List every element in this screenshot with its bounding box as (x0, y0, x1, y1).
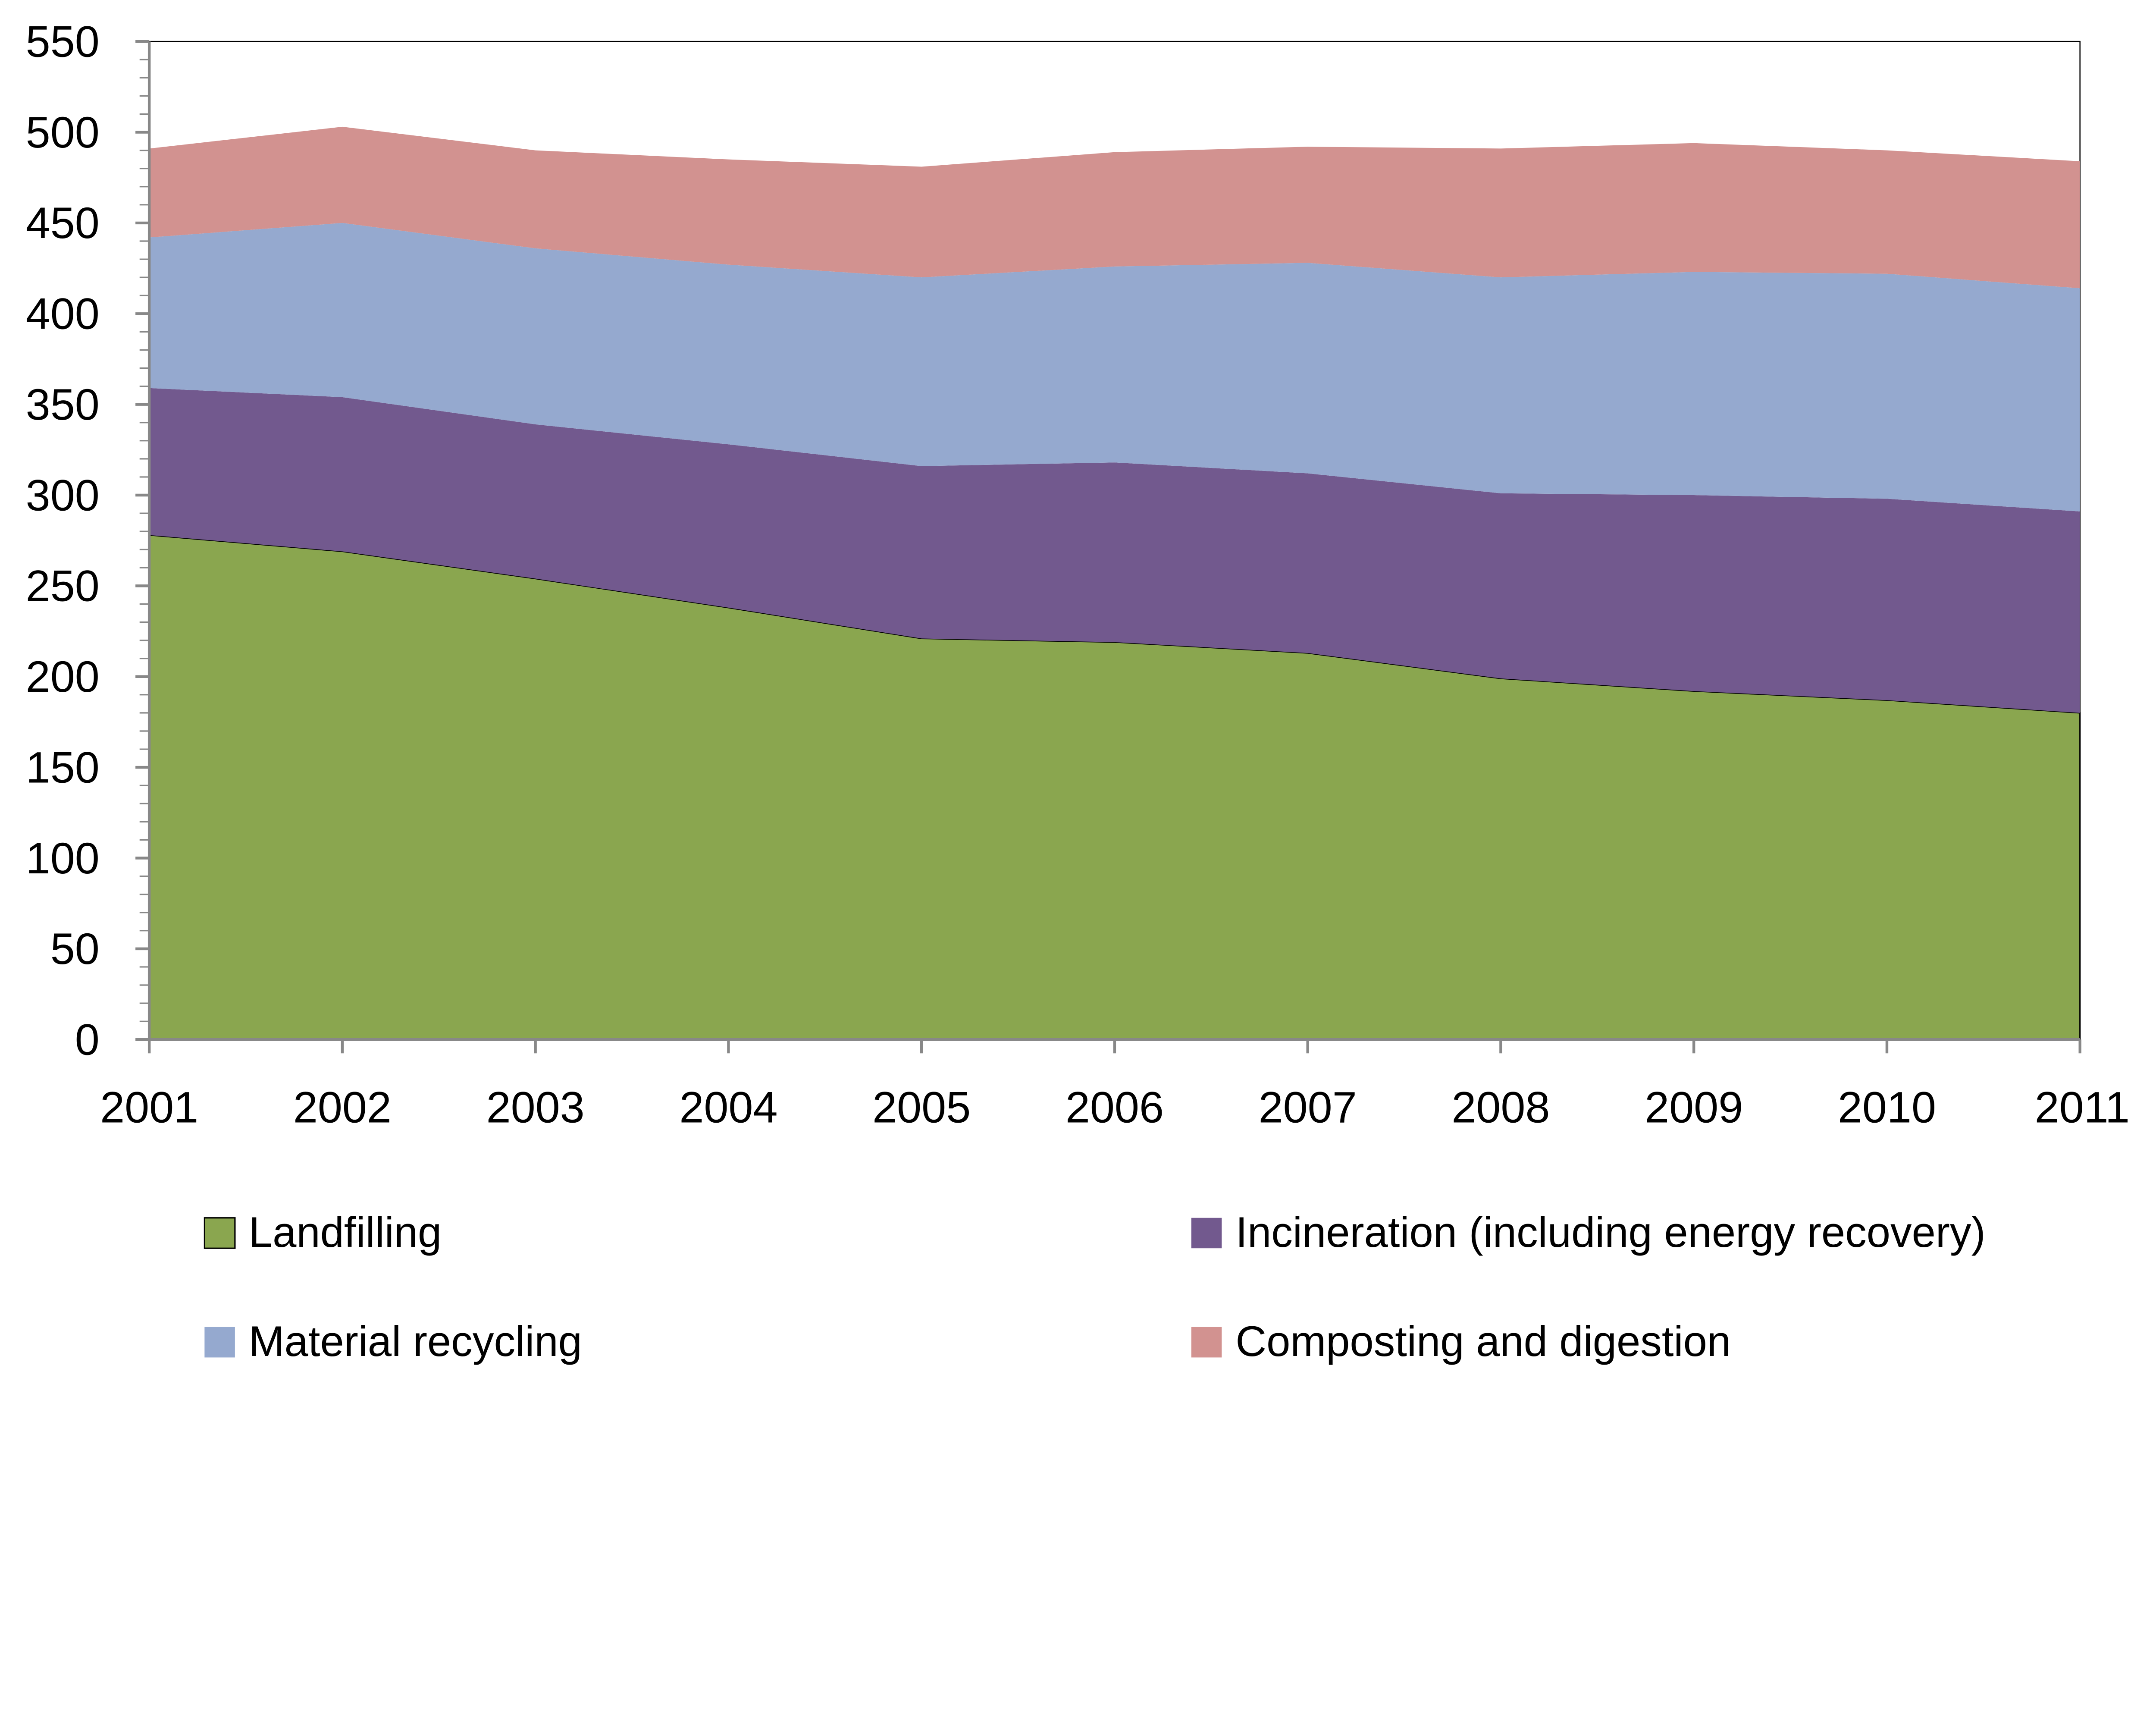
x-tick-label: 2011 (2035, 1083, 2130, 1132)
y-tick-label: 250 (26, 561, 100, 611)
area-series-1 (149, 388, 2080, 713)
stacked-area-chart: 0 50 100 150 200 250 300 350 400 450 500 550 2001 200… (26, 16, 2130, 1365)
y-tick-label: 200 (26, 652, 100, 701)
x-tick-label: 2004 (679, 1083, 777, 1132)
axes: 0 50 100 150 200 250 300 350 400 450 500 550 2001 200… (26, 16, 2130, 1132)
legend-swatch-landfilling (204, 1217, 236, 1249)
legend-swatch-incineration (1191, 1218, 1222, 1249)
y-tick-label: 450 (26, 198, 100, 248)
y-tick-label: 300 (26, 470, 100, 520)
area-series-2 (149, 223, 2080, 512)
x-tick-label: 2003 (486, 1083, 585, 1132)
x-tick-label: 2010 (1838, 1083, 1936, 1132)
legend-label-material-recycling: Material recycling (249, 1318, 582, 1365)
legend-label-incineration: Incineration (including energy recovery) (1235, 1208, 1985, 1256)
y-tick-label: 350 (26, 380, 100, 429)
y-tick-label: 100 (26, 833, 100, 883)
y-tick-label: 50 (50, 924, 100, 973)
x-tick-label: 2008 (1451, 1083, 1550, 1132)
legend: Landfilling Incineration (including ener… (204, 1208, 1986, 1365)
plot-areas (148, 41, 2081, 1040)
legend-swatch-material-recycling (204, 1327, 235, 1358)
x-tick-label: 2007 (1259, 1083, 1357, 1132)
legend-label-composting: Composting and digestion (1235, 1318, 1731, 1365)
area-series-3 (149, 126, 2080, 289)
y-tick-label: 500 (26, 107, 100, 157)
x-tick-label: 2005 (872, 1083, 971, 1132)
y-tick-label: 150 (26, 742, 100, 792)
x-tick-label: 2002 (293, 1083, 392, 1132)
y-tick-label: 0 (75, 1015, 100, 1064)
x-tick-label: 2009 (1645, 1083, 1743, 1132)
legend-swatch-composting (1191, 1327, 1222, 1358)
x-tick-label: 2001 (100, 1083, 198, 1132)
x-tick-label: 2006 (1065, 1083, 1164, 1132)
y-tick-label: 550 (26, 16, 100, 66)
legend-label-landfilling: Landfilling (249, 1208, 442, 1256)
y-tick-label: 400 (26, 289, 100, 339)
